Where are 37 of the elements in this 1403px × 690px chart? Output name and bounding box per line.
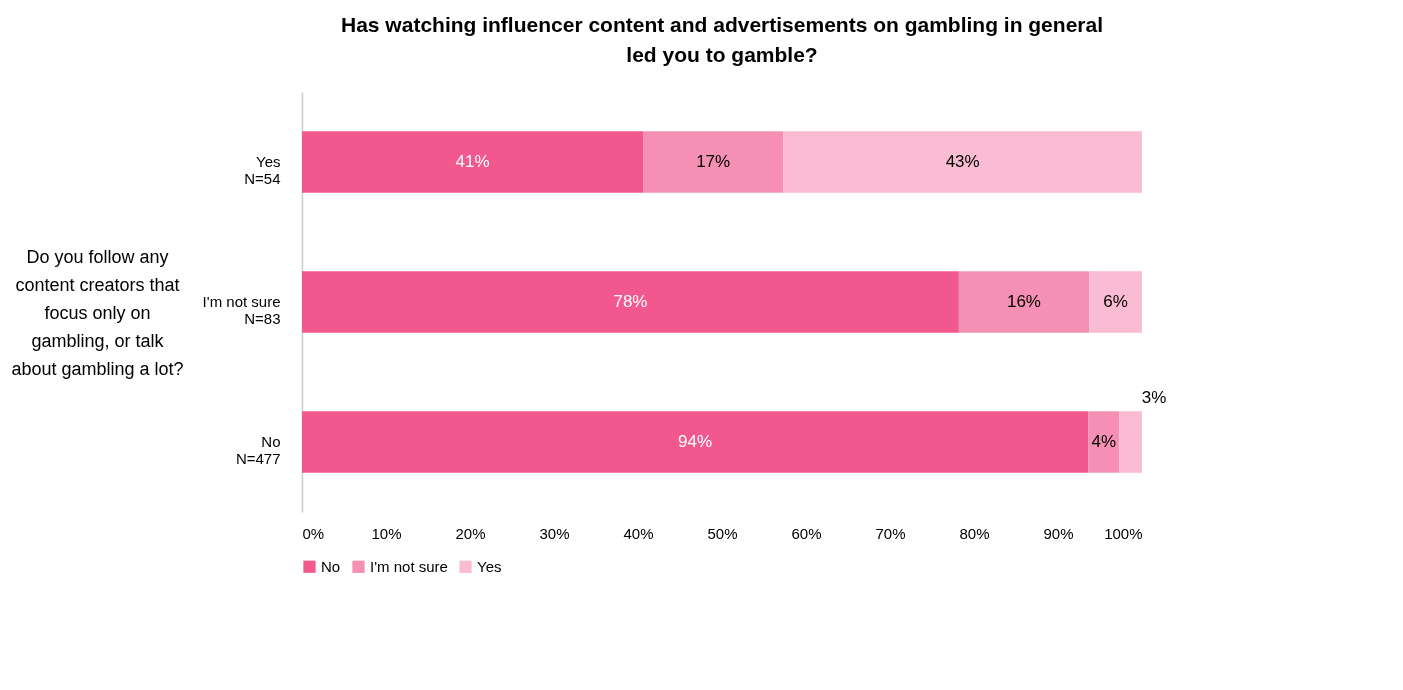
x-tick-label: 40% [623,524,654,542]
x-tick-label: 0% [302,524,325,542]
x-tick-label: 80% [959,524,990,542]
x-tick-label: 100% [1104,524,1143,542]
x-tick-label: 50% [707,524,738,542]
chart-title: Has watching influencer content and advertisements on gambling in general led you to gamble? [341,13,1103,66]
legend-label: I'm not sure [370,557,448,575]
legend-label: Yes [477,557,502,575]
bar [958,271,1090,333]
y-tick-label: I'm not sure N=83 [202,293,281,327]
y-tick-label: Yes N=54 [244,153,281,187]
bar [302,271,959,333]
bar [1089,271,1142,333]
data-label: 41% [455,152,490,171]
y-tick-label: No N=477 [235,433,281,467]
y-axis-title: Do you follow any content creators that focus only on gambling, or talk about gambling a lot? [11,246,184,379]
bar [783,131,1142,193]
bar [643,131,784,193]
bar [302,131,644,193]
x-tick-label: 10% [371,524,402,542]
data-label: 43% [945,152,980,171]
data-label: 16% [1006,292,1041,311]
data-label: 78% [613,292,648,311]
x-tick-label: 30% [539,524,570,542]
x-tick-label: 70% [875,524,906,542]
data-label: 6% [1103,292,1128,311]
data-label: 17% [696,152,731,171]
data-label: 3% [1141,388,1167,407]
legend-label: No [321,557,341,575]
x-tick-label: 60% [791,524,822,542]
x-tick-label: 90% [1043,524,1074,542]
data-label: 4% [1091,432,1117,451]
bar [1119,411,1142,473]
bar [1088,411,1120,473]
data-label: 94% [678,432,713,451]
x-tick-label: 20% [455,524,486,542]
bar [302,411,1089,473]
